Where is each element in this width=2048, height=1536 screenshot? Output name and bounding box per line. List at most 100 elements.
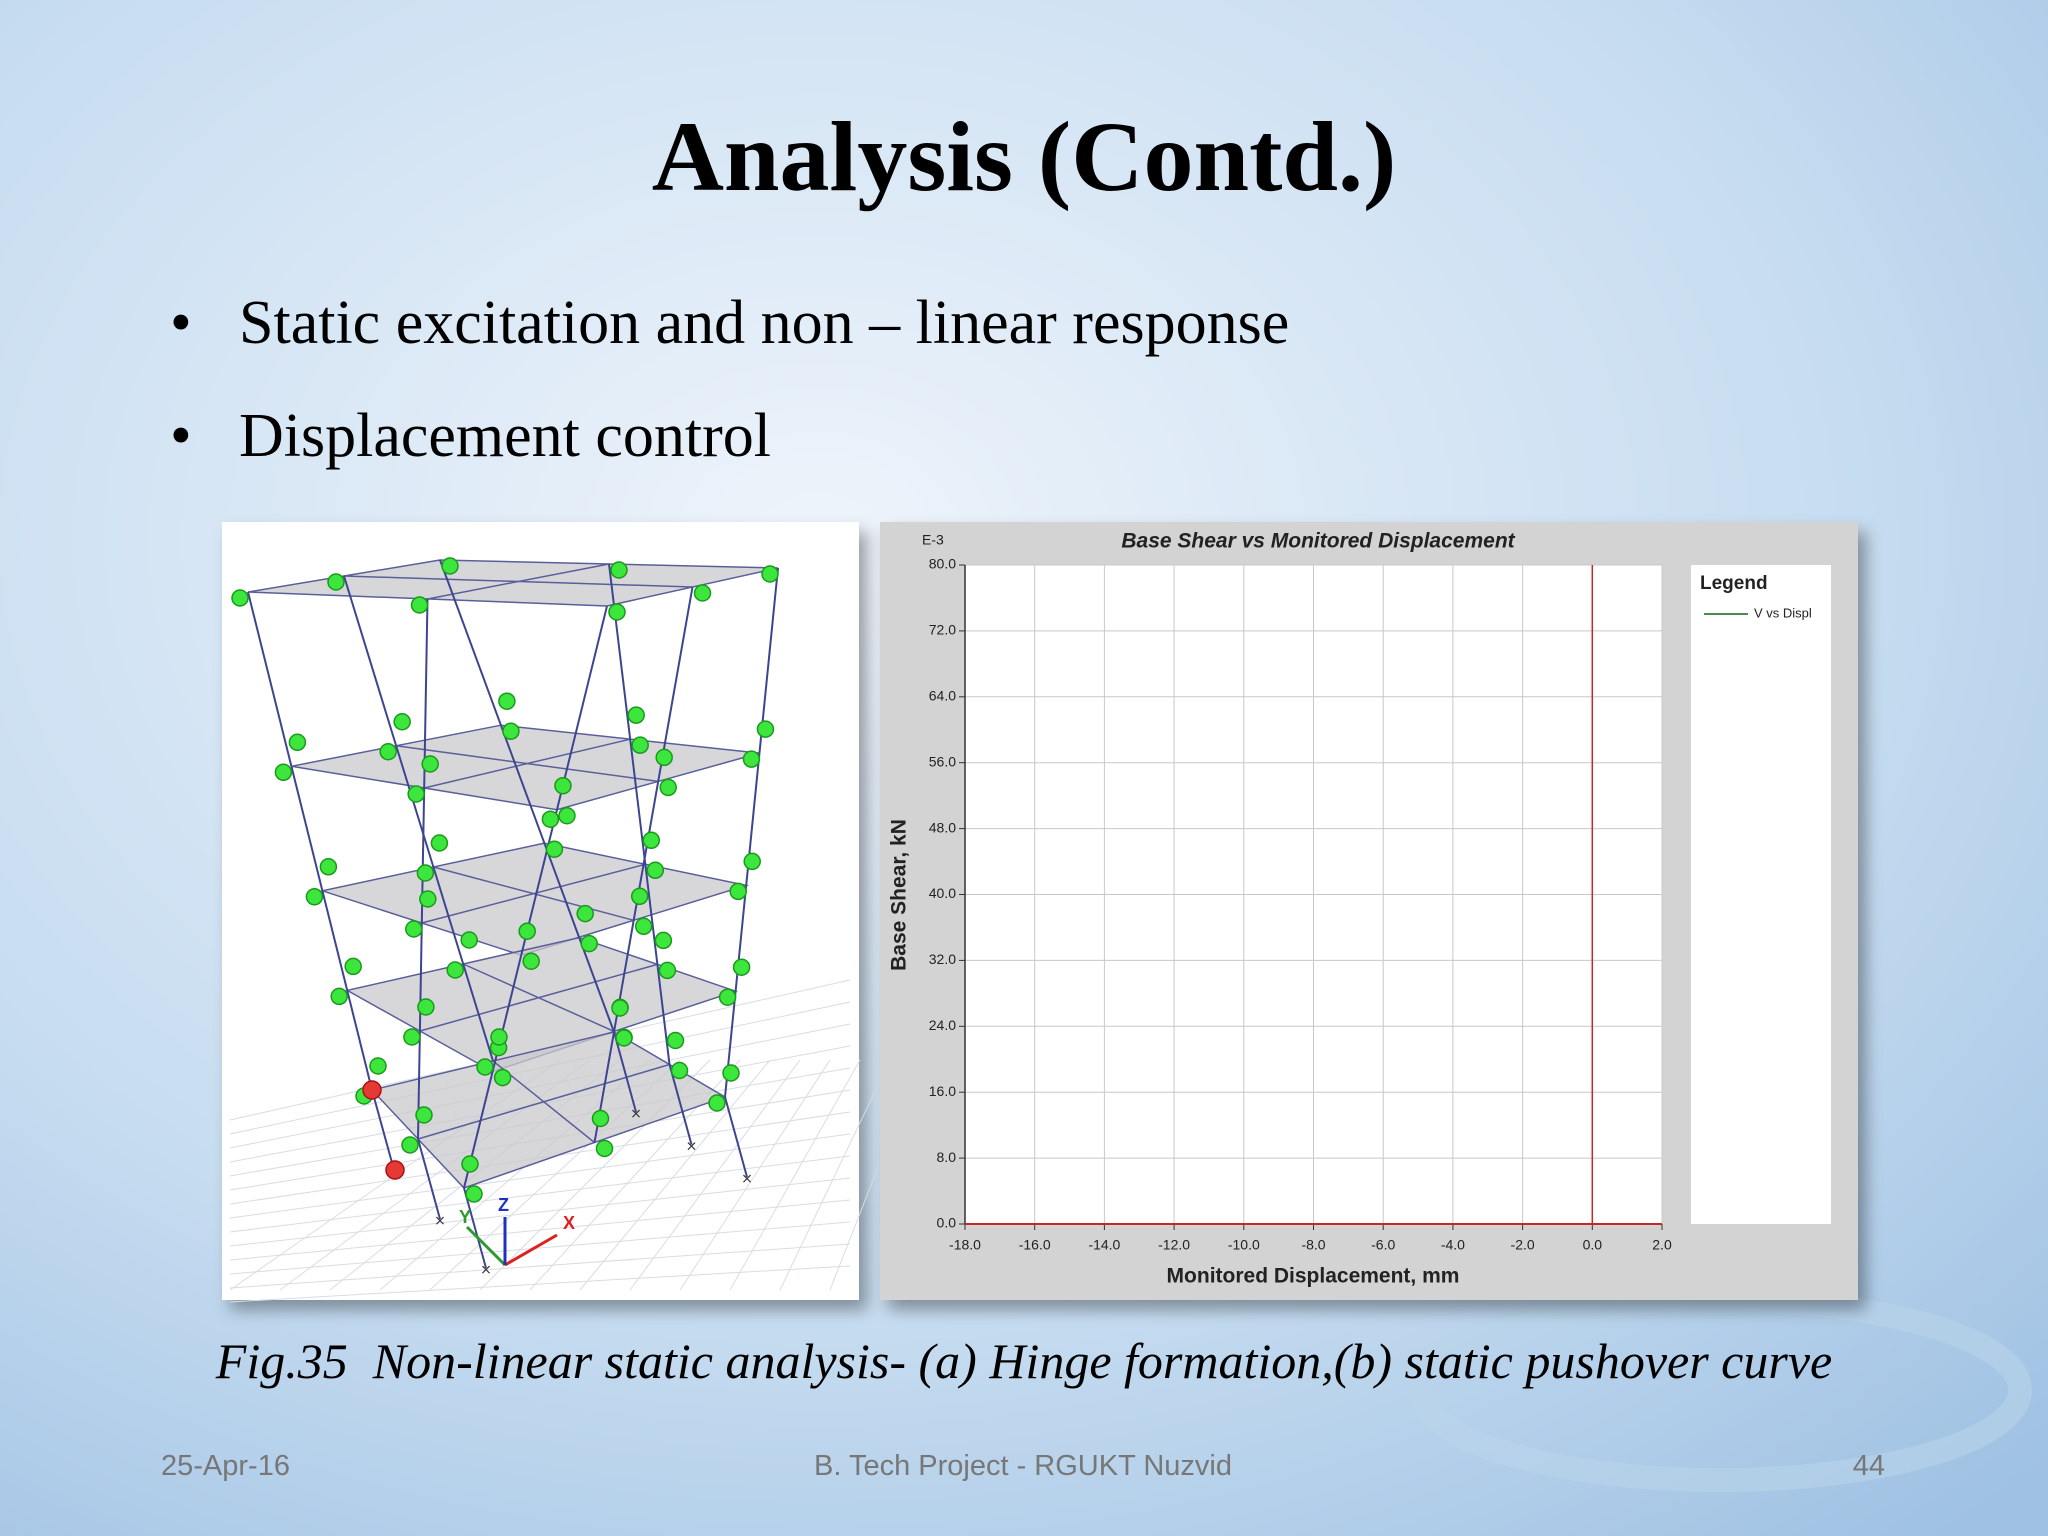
hinge-red	[362, 1080, 382, 1100]
column	[724, 1096, 748, 1178]
hinge	[722, 1064, 740, 1082]
chart-title: Base Shear vs Monitored Displacement	[1121, 530, 1515, 553]
hinge	[330, 987, 348, 1006]
x-tick-label: -10.0	[1228, 1237, 1260, 1253]
hinge	[415, 1106, 433, 1124]
y-axis-label: Base Shear, kN	[888, 819, 911, 971]
support: ⨯	[434, 1213, 446, 1229]
hinge-red	[385, 1160, 405, 1180]
hinge	[743, 852, 761, 871]
hinge	[403, 1028, 421, 1046]
hinge	[421, 755, 439, 773]
x-tick-label: -18.0	[949, 1237, 981, 1253]
hinge	[274, 763, 293, 782]
x-tick-label: -6.0	[1371, 1237, 1395, 1253]
ground-grid	[579, 1059, 771, 1291]
axis-y	[465, 1225, 507, 1267]
figure-caption: Fig.35 Non-linear static analysis- (a) H…	[215, 1333, 1832, 1389]
hinge	[756, 720, 775, 738]
ground-grid	[679, 1059, 831, 1291]
hinge	[666, 1031, 685, 1050]
hinge	[742, 750, 761, 768]
pushover-figure: 0.0 8.0 16.0 24.0 32.0 40.0 48.0 56.0 64.0 72.0 80…	[880, 522, 1858, 1300]
hinge	[490, 1028, 508, 1046]
column	[608, 563, 632, 740]
hinge	[654, 931, 673, 950]
column	[555, 605, 608, 810]
hinge	[611, 999, 629, 1017]
y-tick-label: 0.0	[937, 1215, 957, 1231]
hinge	[319, 858, 338, 876]
hinge	[430, 834, 449, 852]
column	[629, 739, 647, 865]
hinge	[461, 1155, 479, 1173]
beam	[343, 575, 693, 588]
ground-grid	[229, 1177, 851, 1247]
column	[463, 1187, 487, 1269]
hinge	[591, 1109, 610, 1128]
support: ⨯	[630, 1106, 642, 1122]
hinge	[305, 888, 324, 906]
hinge	[344, 957, 362, 976]
hinge	[554, 776, 572, 795]
footer-page: 44	[1853, 1450, 1885, 1482]
slide-title: Analysis (Contd.)	[652, 101, 1397, 212]
column	[499, 724, 546, 844]
column	[395, 745, 435, 868]
hinge	[231, 589, 249, 607]
x-tick-label: -2.0	[1511, 1237, 1535, 1253]
column	[439, 559, 502, 726]
hinge	[410, 596, 429, 614]
x-tick-label: -8.0	[1301, 1237, 1325, 1253]
hinge	[558, 806, 576, 825]
ground-grid	[779, 1059, 891, 1291]
footer-center: B. Tech Project - RGUKT Nuzvid	[814, 1450, 1232, 1482]
axis-label: X	[563, 1213, 575, 1233]
y-tick-label: 80.0	[929, 556, 956, 572]
column	[321, 890, 349, 991]
ground-grid	[229, 1133, 851, 1219]
bullet-dot: •	[170, 402, 192, 470]
column	[656, 964, 671, 1065]
hinge	[393, 713, 411, 731]
y-tick-label: 40.0	[929, 885, 956, 901]
beam	[396, 745, 659, 783]
y-tick-label: 64.0	[929, 688, 956, 704]
hinge	[627, 706, 645, 724]
hinge-figure: ⨯⨯⨯⨯⨯⨯XYZ	[222, 522, 951, 1303]
column	[613, 1031, 637, 1113]
hinge	[732, 958, 751, 976]
hinge	[502, 722, 520, 740]
hinge	[658, 961, 677, 980]
hinge	[446, 961, 464, 979]
y-tick-label: 8.0	[937, 1149, 957, 1165]
column	[346, 990, 373, 1091]
hinge	[631, 736, 649, 754]
column	[290, 766, 324, 892]
beam	[462, 963, 615, 1033]
hinge	[659, 778, 677, 797]
hinge	[476, 1058, 494, 1076]
x-tick-label: -4.0	[1441, 1237, 1465, 1253]
column	[668, 1064, 693, 1145]
hinge	[369, 1057, 387, 1075]
support: ⨯	[480, 1262, 492, 1278]
column	[247, 591, 293, 767]
x-tick-label: 2.0	[1652, 1237, 1672, 1253]
scale-label: E-3	[922, 532, 944, 548]
legend-title: Legend	[1700, 573, 1768, 594]
column	[423, 598, 429, 789]
hinge	[545, 840, 564, 858]
y-tick-label: 24.0	[929, 1017, 956, 1033]
y-tick-label: 32.0	[929, 951, 956, 967]
beam	[433, 866, 634, 922]
axis-label: Y	[459, 1207, 471, 1227]
hinge	[407, 785, 425, 803]
hinge	[417, 998, 435, 1016]
hinge	[541, 810, 560, 828]
ground-grid	[229, 1199, 851, 1261]
hinge	[401, 1136, 419, 1154]
ground-grid	[629, 1059, 801, 1291]
hinge	[608, 603, 626, 621]
